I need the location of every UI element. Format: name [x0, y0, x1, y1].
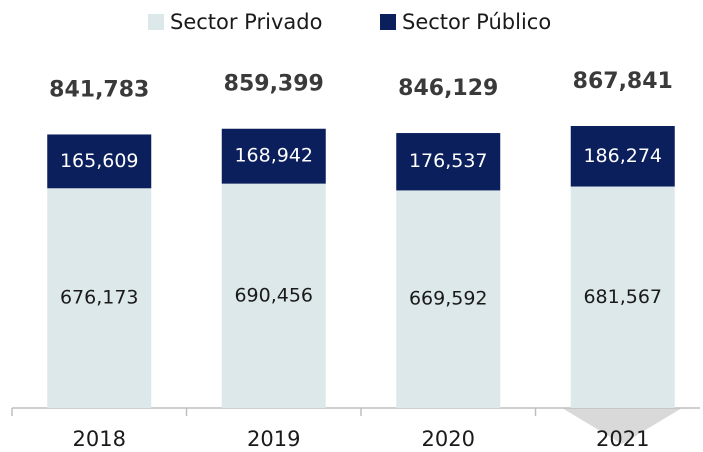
bar-segment: [47, 188, 152, 408]
value-label: 168,942: [234, 145, 313, 167]
value-label: 165,609: [60, 150, 139, 172]
value-label: 176,537: [409, 150, 488, 172]
total-label: 867,841: [573, 69, 673, 94]
bar-segment: [396, 133, 501, 191]
legend-swatch: [380, 14, 396, 30]
legend-label: Sector Privado: [170, 10, 322, 34]
x-tick-label: 2019: [247, 427, 300, 451]
bar-segment: [570, 126, 675, 187]
value-label: 186,274: [583, 145, 662, 167]
bar-segment: [47, 134, 152, 189]
bar-segment: [221, 128, 326, 184]
bar-segment: [221, 183, 326, 408]
highlight-marker: [562, 408, 682, 444]
legend-label: Sector Público: [402, 10, 551, 34]
total-label: 859,399: [224, 72, 324, 97]
value-label: 676,173: [60, 287, 139, 309]
x-tick-label: 2018: [73, 427, 126, 451]
value-label: 669,592: [409, 288, 488, 310]
x-tick-label: 2021: [596, 427, 649, 451]
legend-swatch: [148, 14, 164, 30]
total-label: 846,129: [398, 76, 498, 101]
bar-segment: [396, 190, 501, 408]
value-label: 690,456: [234, 284, 313, 306]
bar-segment: [570, 186, 675, 408]
x-tick-label: 2020: [422, 427, 475, 451]
total-label: 841,783: [49, 77, 149, 102]
value-label: 681,567: [583, 286, 662, 308]
